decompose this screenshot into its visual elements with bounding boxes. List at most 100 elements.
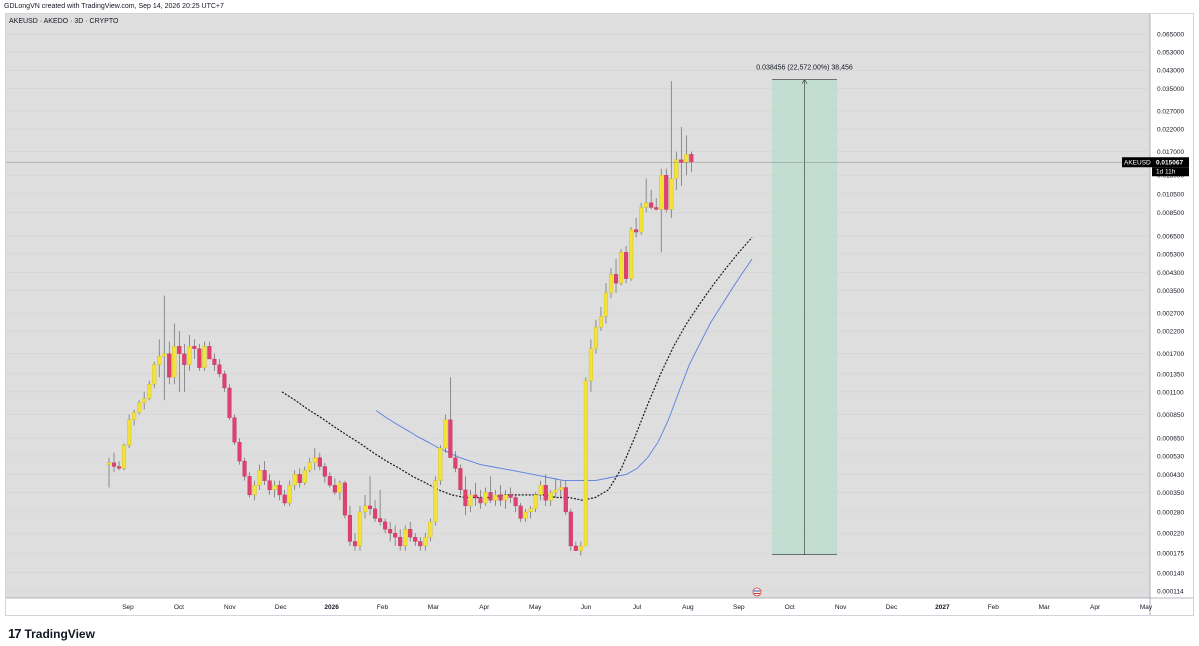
price-range-measure: 0.038456 (22,572.00%) 38,456 [756,65,853,555]
candle-body [664,175,669,210]
candle-body [152,364,157,385]
candle-body [553,489,558,493]
candle [292,470,297,490]
candle-body [383,521,388,530]
candle-body [588,348,593,381]
candle-body [669,178,674,210]
chart-credit: GDLongVN created with TradingView.com, S… [4,3,224,10]
price-tick-label: 0.000175 [1157,551,1184,558]
candle [533,492,538,512]
candle [202,341,207,371]
candle [463,476,468,516]
candle-body [408,529,413,538]
candle-body [262,470,267,481]
candle-body [207,346,212,360]
candle [282,489,287,506]
candle-body [267,480,272,491]
candle-body [438,447,443,481]
candle [388,521,393,542]
time-tick-label: Sep [122,604,134,611]
candle-body [212,358,217,365]
candle [548,489,553,506]
price-tick-label: 0.000650 [1157,436,1184,443]
candle [352,533,358,551]
candle-body [413,537,418,542]
price-tick-label: 0.065000 [1157,31,1184,38]
candle-body [197,348,202,368]
candle [478,489,483,509]
candle-body [493,494,498,501]
candle-body [111,462,117,467]
candle-body [483,492,488,504]
candle-body [177,346,182,354]
candle-body [307,462,312,471]
symbol-title: AKEUSD · AKEDO · 3D · CRYPTO [9,18,119,25]
candle [503,489,508,509]
candle-body [428,521,433,538]
candle [182,343,187,392]
candle-body [684,154,689,163]
candle [167,341,172,385]
candle-body [182,353,187,365]
tradingview-logo-icon: 17 [8,626,22,641]
price-tick-label: 0.001350 [1157,371,1184,378]
plot-background [6,14,1150,598]
candle-body [598,316,604,328]
time-tick-label: Apr [1090,604,1101,611]
last-price-marker: AKEUSD 0.015067 1d 11h [6,157,1189,597]
candle-body [388,529,393,534]
candle-body [357,511,363,547]
chart-grid [6,14,1193,615]
candle [598,306,604,332]
candle [142,391,147,410]
event-flag-icon [752,587,762,597]
tradingview-logo[interactable]: 17 TradingView [8,626,95,641]
candle [639,202,644,235]
candle [237,438,242,465]
candle [608,268,614,299]
time-tick-label: Sep [733,604,745,611]
candle [357,505,363,551]
event-flag-circle [752,587,762,597]
candle-body [147,384,152,399]
candle-body [277,484,282,496]
candle-body [613,274,619,284]
candle [127,414,132,449]
candle-body [603,292,609,317]
candle-body [418,541,423,547]
last-price-symbol: AKEUSD [1124,160,1151,167]
time-tick-label: Nov [224,604,236,611]
price-tick-label: 0.053000 [1157,49,1184,56]
candle-body [689,154,694,163]
candle [659,168,664,253]
candle-body [237,442,242,462]
price-tick-label: 0.002700 [1157,311,1184,318]
candle-body [317,457,322,467]
candle-body [639,207,644,233]
time-tick-label: May [529,604,542,611]
price-tick-label: 0.017000 [1157,149,1184,156]
candle-body [448,419,453,458]
candle [458,464,463,495]
candle [453,451,458,473]
time-axis: Sep Oct Nov Dec 2026 Feb Mar Apr May Jun Jul Aug Sep… [122,604,1153,611]
candle-body [538,484,543,496]
candle-body [167,353,172,378]
candle-body [242,460,247,477]
candle [217,359,222,378]
price-tick-label: 0.003500 [1157,288,1184,295]
tradingview-logo-text: TradingView [24,626,95,641]
candle [423,533,428,551]
candle [428,518,433,542]
candle [618,249,624,286]
candle [242,457,247,481]
candle [578,541,583,556]
candle [272,480,277,498]
candle [393,525,398,546]
candle-body [378,518,383,523]
candle [347,505,353,546]
candle-body [232,417,237,443]
candle-body [593,327,598,349]
candle [332,478,337,495]
